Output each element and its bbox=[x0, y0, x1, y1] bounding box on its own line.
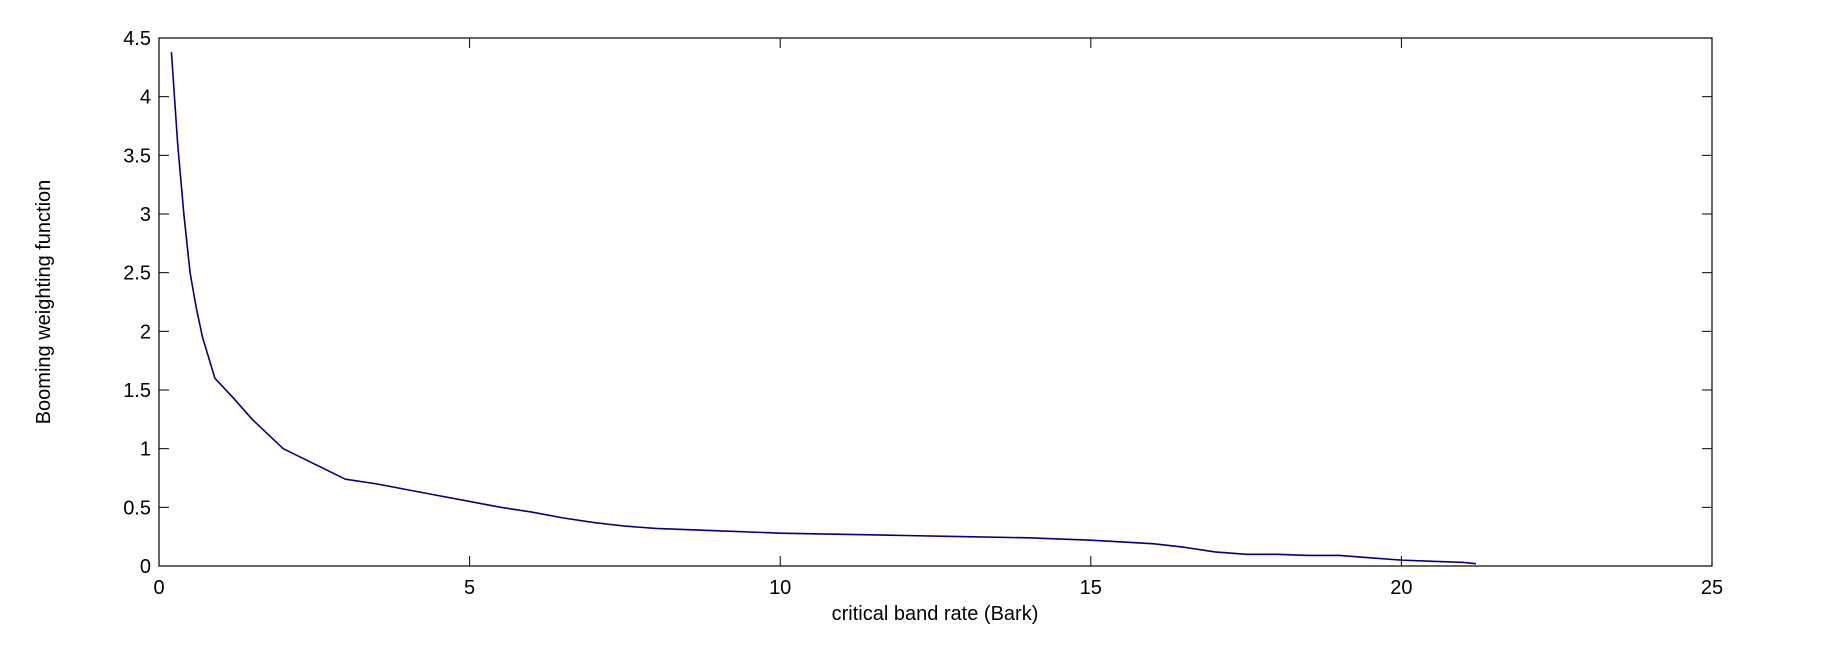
x-tick-label: 20 bbox=[1390, 577, 1412, 599]
x-tick-label: 15 bbox=[1080, 577, 1102, 599]
y-tick-label: 1.5 bbox=[123, 380, 151, 402]
y-axis-title: Booming weighting function bbox=[33, 180, 55, 425]
y-tick-label: 3.5 bbox=[123, 145, 151, 167]
y-tick-label: 2 bbox=[140, 321, 151, 343]
y-tick-label: 0 bbox=[140, 556, 151, 578]
y-tick-label: 4 bbox=[140, 87, 151, 109]
plot-area bbox=[158, 37, 1713, 567]
x-tick-label: 25 bbox=[1701, 577, 1723, 599]
x-tick-label: 5 bbox=[464, 577, 475, 599]
x-tick-label: 10 bbox=[769, 577, 791, 599]
series-group bbox=[170, 52, 1477, 565]
x-axis-title: critical band rate (Bark) bbox=[832, 603, 1039, 625]
y-tick-label: 2.5 bbox=[123, 263, 151, 285]
axis-ticks: 0 5 10 15 20 25 0 0.5 1 1.5 2 2.5 3 3.5 4 4.5 bbox=[123, 28, 1723, 599]
x-tick-label: 0 bbox=[153, 577, 164, 599]
y-tick-label: 3 bbox=[140, 204, 151, 226]
y-tick-label: 1 bbox=[140, 439, 151, 461]
series-line bbox=[170, 52, 1477, 565]
y-tick-label: 4.5 bbox=[123, 28, 151, 50]
y-tick-label: 0.5 bbox=[123, 497, 151, 519]
